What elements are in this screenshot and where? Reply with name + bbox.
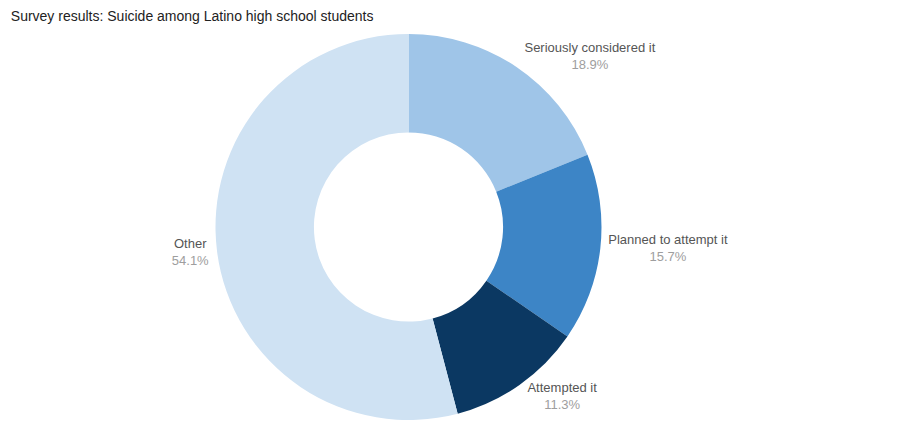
svg-text:Seriously considered it18.9%: Seriously considered it18.9% xyxy=(524,40,655,72)
svg-text:Attempted it11.3%: Attempted it11.3% xyxy=(527,380,597,412)
svg-text:Other54.1%: Other54.1% xyxy=(172,236,209,268)
svg-text:Planned to attempt it15.7%: Planned to attempt it15.7% xyxy=(608,232,728,264)
svg-text:Survey results: Suicide among: Survey results: Suicide among Latino hig… xyxy=(11,8,374,24)
